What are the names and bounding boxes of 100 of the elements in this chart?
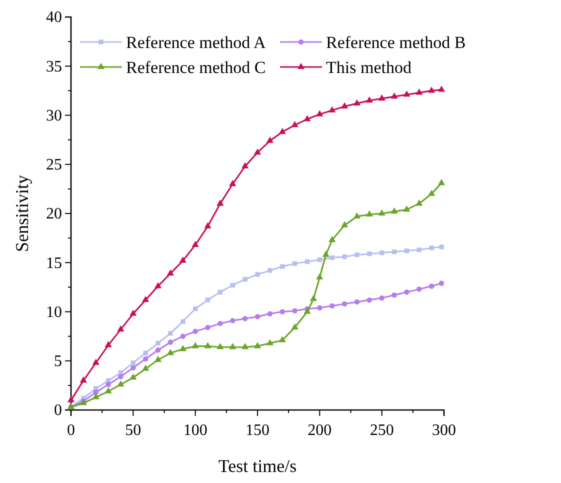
point bbox=[378, 94, 386, 101]
point bbox=[166, 348, 174, 356]
point bbox=[117, 380, 124, 387]
point bbox=[143, 350, 148, 356]
point bbox=[254, 342, 262, 348]
point bbox=[218, 290, 223, 294]
point bbox=[278, 336, 286, 342]
point bbox=[93, 390, 99, 395]
point bbox=[404, 248, 410, 254]
point bbox=[366, 297, 372, 303]
point bbox=[403, 205, 410, 212]
point bbox=[304, 259, 310, 264]
point bbox=[230, 282, 235, 288]
point bbox=[353, 212, 361, 219]
point bbox=[242, 276, 248, 282]
point bbox=[416, 248, 422, 252]
point bbox=[403, 90, 410, 97]
point bbox=[242, 316, 248, 322]
point bbox=[304, 308, 311, 314]
point bbox=[204, 342, 212, 348]
point bbox=[428, 190, 436, 196]
point bbox=[322, 250, 330, 257]
y-tick-label: 40 bbox=[46, 9, 62, 26]
point bbox=[168, 331, 173, 336]
point bbox=[155, 347, 161, 353]
point bbox=[67, 396, 75, 402]
point bbox=[278, 128, 286, 134]
point bbox=[342, 254, 347, 260]
point bbox=[229, 180, 236, 186]
point bbox=[353, 99, 361, 106]
point bbox=[254, 314, 260, 320]
point bbox=[310, 294, 318, 302]
point bbox=[291, 120, 298, 128]
point bbox=[166, 269, 174, 276]
y-tick-label: 0 bbox=[54, 402, 62, 420]
point bbox=[104, 387, 112, 394]
x-tick-label: 300 bbox=[432, 422, 456, 439]
point bbox=[330, 255, 334, 260]
point bbox=[317, 305, 322, 310]
point bbox=[230, 318, 236, 324]
point bbox=[205, 298, 210, 302]
point bbox=[104, 341, 112, 348]
point bbox=[204, 222, 212, 228]
point bbox=[328, 236, 336, 242]
point bbox=[216, 343, 224, 350]
point bbox=[218, 320, 223, 326]
y-tick-label: 35 bbox=[46, 58, 62, 76]
point bbox=[316, 273, 324, 280]
x-tick-label: 250 bbox=[370, 422, 394, 439]
point bbox=[280, 264, 285, 269]
point bbox=[242, 343, 249, 350]
point bbox=[392, 249, 397, 254]
point bbox=[267, 311, 273, 316]
point bbox=[180, 319, 186, 324]
point bbox=[428, 284, 434, 289]
point bbox=[242, 162, 249, 168]
point bbox=[292, 308, 298, 314]
point bbox=[118, 374, 124, 380]
x-tick-label: 200 bbox=[308, 422, 332, 439]
point bbox=[316, 110, 324, 116]
point bbox=[354, 252, 360, 258]
point bbox=[390, 92, 398, 99]
point bbox=[438, 280, 444, 286]
point bbox=[179, 344, 186, 352]
point bbox=[192, 342, 199, 348]
y-tick-label: 10 bbox=[46, 304, 62, 321]
point bbox=[142, 364, 150, 371]
x-tick-label: 100 bbox=[183, 422, 208, 439]
point bbox=[106, 382, 111, 388]
point bbox=[379, 295, 384, 301]
point bbox=[117, 325, 124, 332]
y-tick-label: 15 bbox=[46, 254, 62, 272]
point bbox=[292, 261, 298, 266]
x-tick-label: 50 bbox=[125, 422, 142, 439]
point bbox=[192, 306, 198, 312]
point bbox=[438, 86, 446, 92]
point bbox=[379, 250, 384, 256]
point bbox=[142, 296, 150, 302]
point bbox=[142, 356, 148, 362]
point bbox=[156, 340, 160, 346]
point bbox=[378, 209, 386, 216]
point bbox=[92, 358, 100, 365]
y-tick-label: 20 bbox=[46, 206, 62, 223]
point bbox=[229, 343, 236, 350]
point bbox=[429, 246, 434, 250]
point bbox=[404, 289, 410, 295]
point bbox=[366, 96, 373, 103]
y-axis-title: Sensitivity bbox=[12, 174, 32, 252]
point bbox=[366, 210, 373, 217]
x-axis-title: Test time/s bbox=[218, 456, 297, 476]
legend-label: Reference method B bbox=[326, 32, 466, 52]
point bbox=[92, 393, 100, 400]
point bbox=[80, 376, 87, 383]
point bbox=[254, 148, 262, 155]
point bbox=[192, 328, 198, 334]
point bbox=[268, 268, 272, 273]
point bbox=[328, 106, 336, 112]
point bbox=[154, 282, 162, 288]
point bbox=[390, 207, 398, 214]
x-tick-label: 150 bbox=[246, 422, 270, 439]
